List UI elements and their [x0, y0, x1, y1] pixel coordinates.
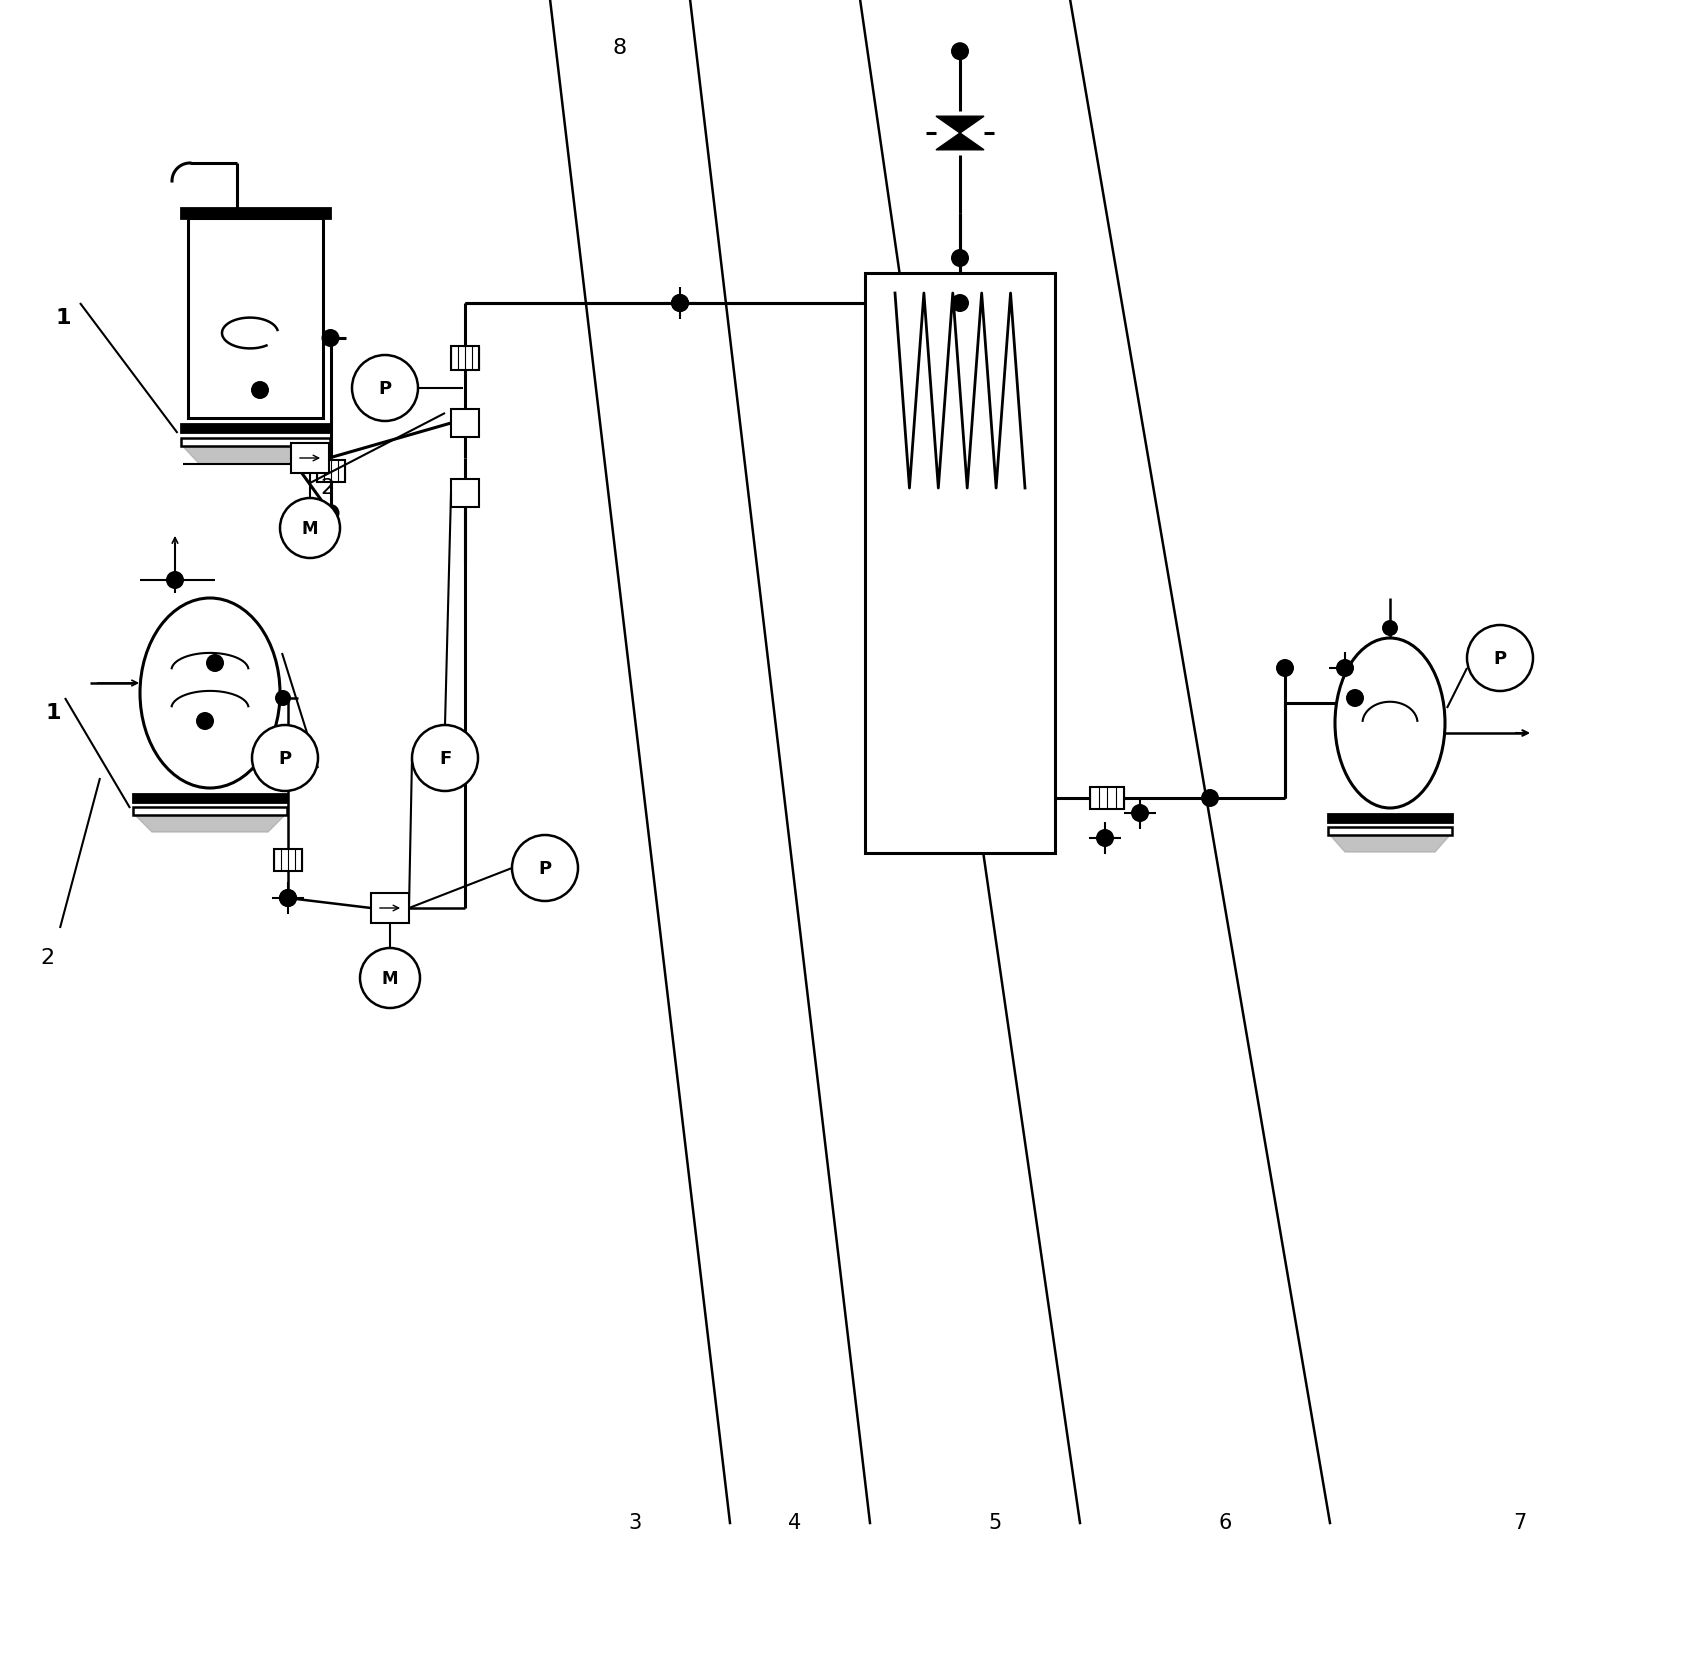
Circle shape: [352, 356, 418, 422]
Text: 7: 7: [1513, 1512, 1527, 1532]
Bar: [133, 795, 286, 803]
Circle shape: [1131, 805, 1149, 823]
Circle shape: [361, 949, 420, 1009]
Circle shape: [413, 726, 479, 791]
Bar: [452, 346, 479, 371]
Circle shape: [950, 249, 969, 268]
Ellipse shape: [140, 599, 280, 788]
Circle shape: [512, 835, 578, 902]
Text: 5: 5: [989, 1512, 1001, 1532]
Text: M: M: [302, 520, 318, 537]
Circle shape: [206, 654, 224, 673]
Circle shape: [275, 691, 292, 706]
Circle shape: [280, 499, 340, 559]
Text: P: P: [278, 750, 292, 768]
Bar: [371, 893, 409, 923]
Bar: [292, 443, 329, 473]
Text: 8: 8: [613, 38, 627, 59]
Circle shape: [195, 713, 214, 731]
Circle shape: [1382, 621, 1399, 637]
Circle shape: [322, 505, 339, 522]
Text: P: P: [379, 380, 391, 398]
Text: 1: 1: [56, 308, 71, 328]
Circle shape: [1346, 689, 1363, 708]
Circle shape: [1468, 626, 1533, 691]
Polygon shape: [135, 815, 285, 833]
Polygon shape: [1329, 835, 1451, 853]
Polygon shape: [935, 117, 984, 151]
Bar: [180, 209, 330, 219]
Text: P: P: [1493, 649, 1506, 668]
Circle shape: [1095, 830, 1114, 848]
Text: 3: 3: [629, 1512, 642, 1532]
Bar: [1328, 815, 1452, 823]
Bar: [133, 808, 286, 815]
Bar: [180, 438, 330, 447]
Circle shape: [1201, 790, 1218, 808]
Bar: [187, 219, 322, 418]
Bar: [180, 425, 330, 433]
Circle shape: [253, 726, 318, 791]
Bar: [1090, 788, 1124, 810]
Text: F: F: [438, 750, 452, 768]
Circle shape: [671, 294, 689, 313]
Bar: [452, 410, 479, 438]
Polygon shape: [182, 447, 327, 465]
Bar: [275, 850, 302, 872]
Circle shape: [167, 572, 184, 589]
Bar: [317, 460, 344, 483]
Text: 6: 6: [1218, 1512, 1232, 1532]
Circle shape: [1336, 659, 1355, 678]
Text: 2: 2: [40, 947, 54, 967]
Text: 4: 4: [789, 1512, 802, 1532]
Circle shape: [322, 330, 339, 348]
Bar: [1328, 828, 1452, 835]
Circle shape: [280, 890, 297, 907]
Bar: [864, 274, 1055, 853]
Text: 1: 1: [45, 703, 61, 723]
Circle shape: [950, 43, 969, 62]
Bar: [452, 480, 479, 507]
Circle shape: [1276, 659, 1294, 678]
Ellipse shape: [1335, 639, 1446, 808]
Text: P: P: [539, 860, 551, 877]
Text: 2: 2: [320, 478, 334, 497]
Circle shape: [280, 890, 297, 907]
Circle shape: [950, 294, 969, 313]
Circle shape: [251, 381, 270, 400]
Text: M: M: [382, 969, 398, 987]
Circle shape: [671, 294, 689, 313]
